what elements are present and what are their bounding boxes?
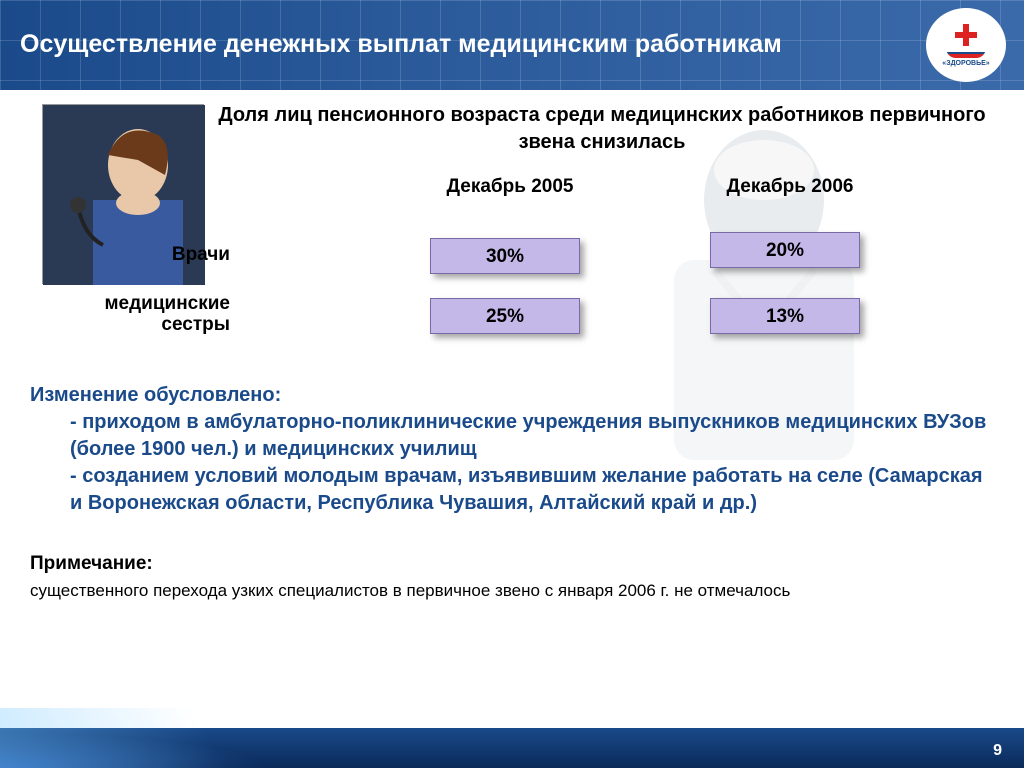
row-label-nurses: медицинские сестры xyxy=(50,294,230,336)
cell-nurses-2005: 25% xyxy=(430,298,580,334)
slide-title: Осуществление денежных выплат медицински… xyxy=(20,29,782,60)
footer-fiber-graphic xyxy=(0,708,420,768)
slide-header: Осуществление денежных выплат медицински… xyxy=(0,0,1024,90)
note-text: существенного перехода узких специалисто… xyxy=(30,581,994,601)
subtitle: Доля лиц пенсионного возраста среди меди… xyxy=(210,102,994,156)
cell-doctors-2006: 20% xyxy=(710,232,860,268)
note-title: Примечание: xyxy=(30,553,994,575)
flag-wave-icon xyxy=(946,48,986,58)
page-number: 9 xyxy=(993,742,1002,760)
slide-content: Доля лиц пенсионного возраста среди меди… xyxy=(0,90,1024,728)
comparison-table: Декабрь 2005 Декабрь 2006 Врачи медицинс… xyxy=(220,176,994,376)
column-header-2006: Декабрь 2006 xyxy=(710,176,870,198)
explanation-item-2: - созданием условий молодым врачам, изъя… xyxy=(30,463,994,517)
explanation-item-1: - приходом в амбулаторно-поликлинические… xyxy=(30,409,994,463)
column-header-2005: Декабрь 2005 xyxy=(430,176,590,198)
explanation-heading: Изменение обусловлено: xyxy=(30,382,994,409)
logo-caption: «ЗДОРОВЬЕ» xyxy=(942,60,989,67)
medical-cross-icon xyxy=(955,24,977,46)
row-label-doctors: Врачи xyxy=(50,244,230,266)
cell-doctors-2005: 30% xyxy=(430,238,580,274)
cell-nurses-2006: 13% xyxy=(710,298,860,334)
note-block: Примечание: существенного перехода узких… xyxy=(30,553,994,601)
slide-footer: 9 xyxy=(0,728,1024,768)
explanation-block: Изменение обусловлено: - приходом в амбу… xyxy=(30,382,994,517)
project-logo: «ЗДОРОВЬЕ» xyxy=(926,8,1006,82)
